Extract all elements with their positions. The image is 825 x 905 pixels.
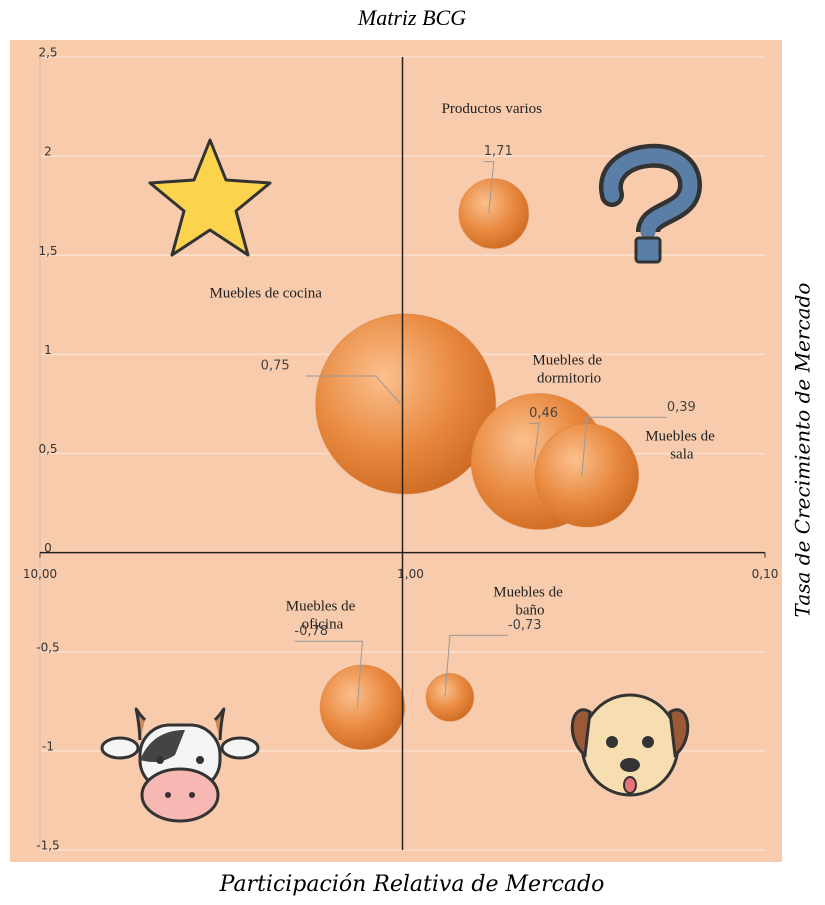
bubble <box>534 423 640 528</box>
chart-title: Matriz BCG <box>357 5 466 30</box>
name-line: Muebles de <box>493 585 566 601</box>
name-line: Muebles de <box>286 599 359 615</box>
name-line: Muebles de <box>645 429 718 445</box>
name-line: dormitorio <box>537 371 601 387</box>
cow-icon <box>100 707 260 823</box>
bubble-name: Muebles de dormitorio <box>532 353 605 387</box>
bubble-name: Muebles de oficina <box>286 599 359 633</box>
data-label: 0,75 <box>261 358 290 373</box>
leader-line <box>444 634 508 698</box>
bubble <box>319 664 406 750</box>
question-icon <box>599 143 703 264</box>
data-label: -0,73 <box>508 618 542 633</box>
y-tick-label: 1,5 <box>38 244 57 258</box>
x-tick-label: 10,00 <box>23 567 57 581</box>
y-axis-label: Tasa de Crecimiento de Mercado <box>791 283 815 618</box>
bubble-name: Muebles de cocina <box>209 285 322 301</box>
leader-line <box>483 161 495 214</box>
name-line: oficina <box>302 617 344 633</box>
bubble-name: Productos varios <box>442 101 543 117</box>
star-icon <box>148 138 272 257</box>
dog-icon <box>570 693 690 797</box>
y-tick-label: 0,5 <box>38 442 57 456</box>
y-tick-label: -0,5 <box>36 640 59 654</box>
bubble <box>458 178 530 249</box>
y-tick-label: 0 <box>44 541 52 555</box>
leader-line <box>305 375 402 405</box>
y-tick-label: -1 <box>42 739 54 753</box>
data-label: 0,46 <box>529 406 558 421</box>
data-label: 1,71 <box>484 144 513 159</box>
bubble <box>425 673 475 722</box>
data-label: 0,39 <box>667 400 696 415</box>
leader-line <box>529 422 540 462</box>
data-label: -0,78 <box>294 624 328 639</box>
leader-line <box>294 640 363 708</box>
y-tick-label: 2 <box>44 145 52 159</box>
name-line: Muebles de <box>532 353 605 369</box>
name-line: sala <box>670 447 694 463</box>
y-tick-label: 2,5 <box>38 46 57 60</box>
y-tick-label: -1,5 <box>36 839 59 853</box>
x-tick-label: 1,00 <box>397 567 424 581</box>
y-tick-label: 1 <box>44 343 52 357</box>
marks: 1,71 Productos varios 0,75 Muebles de cocin… <box>209 101 719 750</box>
leader-line <box>581 416 667 476</box>
x-axis-label: Participación Relativa de Mercado <box>219 872 605 897</box>
x-tick-label: 0,10 <box>752 567 779 581</box>
bubble <box>315 313 497 495</box>
name-line: baño <box>515 603 544 619</box>
bubble-name: Muebles de sala <box>645 429 718 463</box>
bubble-name: Muebles de baño <box>493 585 566 619</box>
